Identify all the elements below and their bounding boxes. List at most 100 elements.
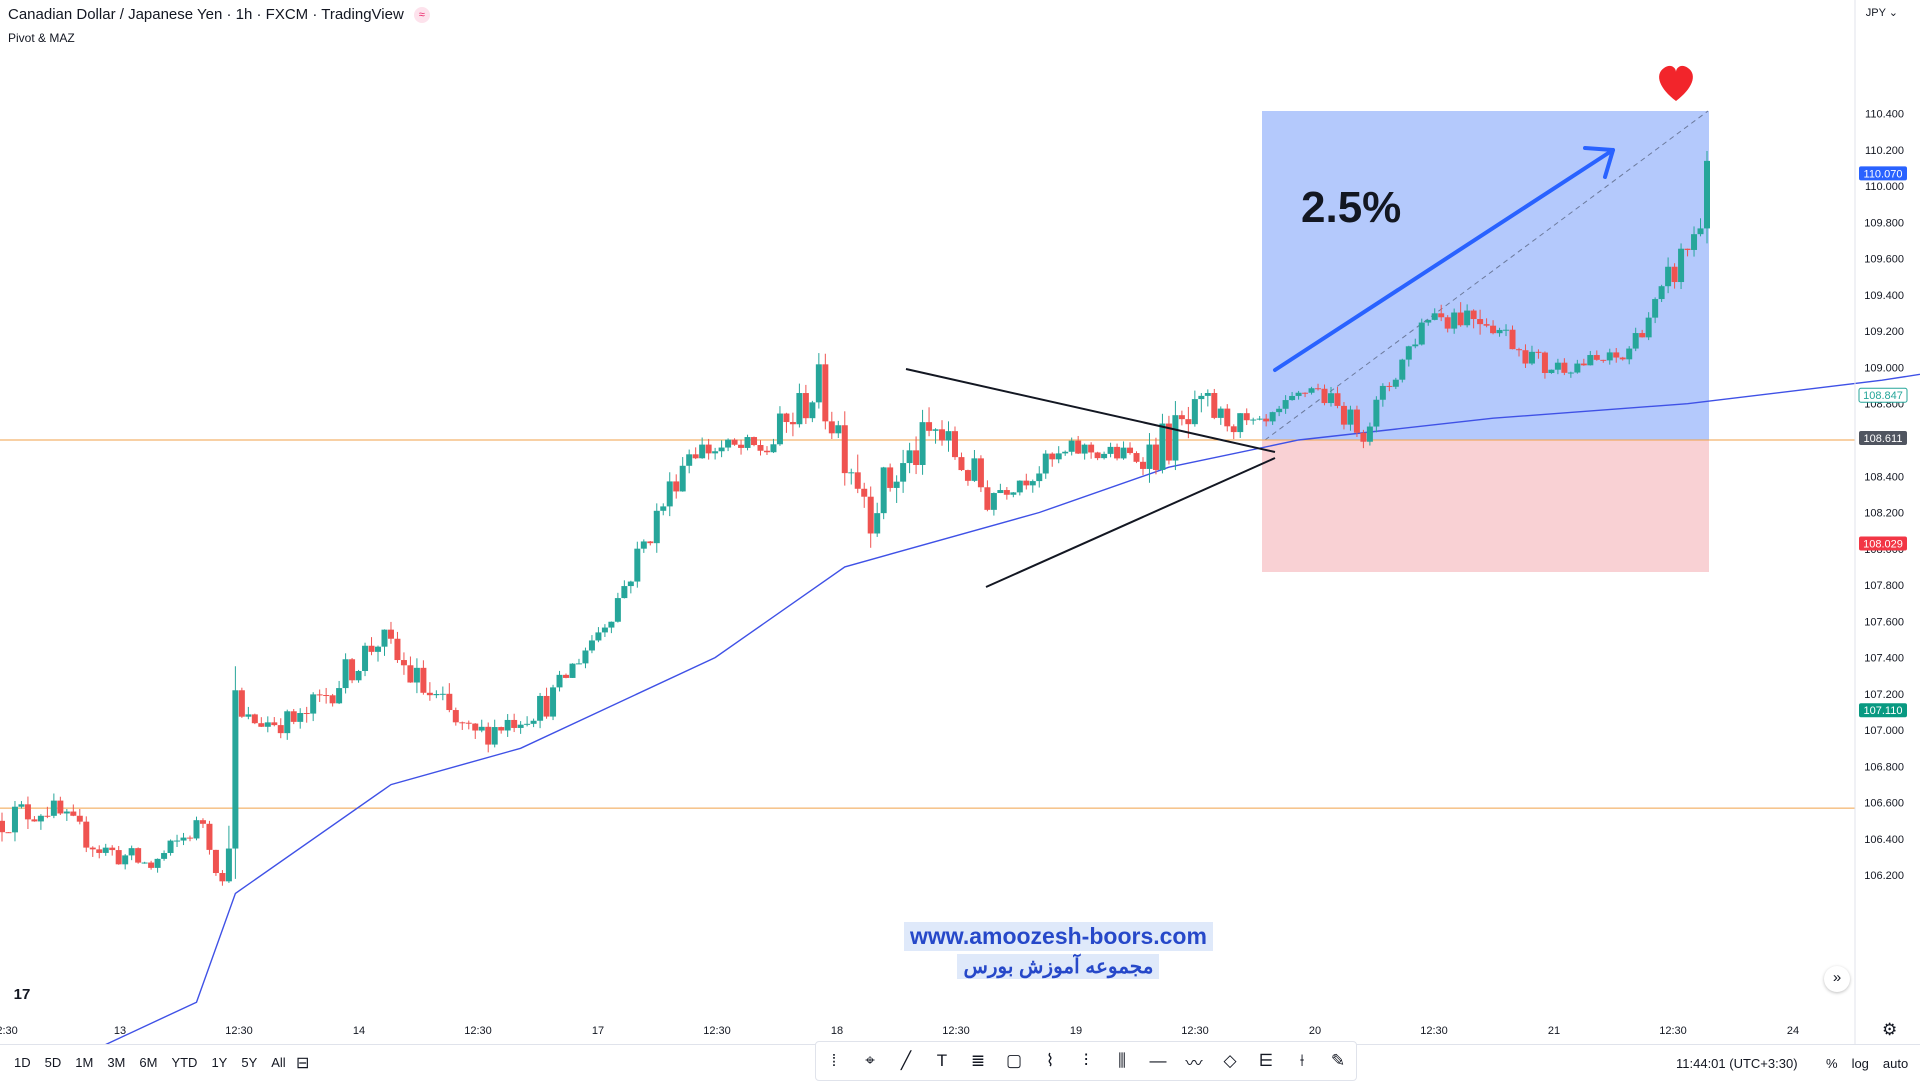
long-position-icon[interactable]: ⋿: [1258, 1051, 1274, 1070]
candle-down[interactable]: [647, 541, 654, 544]
candle-down[interactable]: [238, 690, 245, 717]
candle-down[interactable]: [44, 815, 51, 817]
candle-up[interactable]: [1697, 228, 1704, 235]
candle-down[interactable]: [1302, 392, 1309, 394]
pin-icon[interactable]: ⌖: [865, 1051, 875, 1070]
candle-down[interactable]: [692, 454, 699, 459]
candle-up[interactable]: [971, 458, 978, 481]
path-icon[interactable]: 〰: [1185, 1053, 1203, 1073]
candle-up[interactable]: [1373, 399, 1380, 427]
candle-down[interactable]: [89, 847, 96, 850]
candle-up[interactable]: [1399, 359, 1406, 380]
candle-up[interactable]: [1101, 453, 1108, 459]
candle-down[interactable]: [1522, 350, 1529, 364]
candle-up[interactable]: [524, 723, 531, 725]
candle-up[interactable]: [550, 687, 557, 717]
log-scale-button[interactable]: log: [1851, 1056, 1869, 1071]
candle-up[interactable]: [362, 645, 369, 672]
candle-down[interactable]: [446, 693, 453, 711]
candle-up[interactable]: [297, 712, 304, 722]
candle-up[interactable]: [893, 481, 900, 488]
candle-up[interactable]: [874, 513, 881, 534]
candle-up[interactable]: [491, 727, 498, 745]
candle-down[interactable]: [1114, 446, 1121, 459]
range-1y-button[interactable]: 1Y: [211, 1055, 228, 1070]
candle-down[interactable]: [1003, 490, 1010, 495]
candle-down[interactable]: [219, 873, 226, 882]
candle-up[interactable]: [1081, 444, 1088, 454]
text-icon[interactable]: T: [936, 1051, 948, 1070]
candle-down[interactable]: [887, 467, 894, 488]
candle-down[interactable]: [738, 444, 745, 448]
range-ytd-button[interactable]: YTD: [171, 1055, 198, 1070]
candle-down[interactable]: [498, 727, 505, 731]
candle-down[interactable]: [407, 665, 414, 683]
clock[interactable]: 11:44:01 (UTC+3:30): [1676, 1056, 1798, 1071]
candle-down[interactable]: [57, 800, 64, 814]
candle-down[interactable]: [511, 719, 518, 728]
candle-up[interactable]: [355, 671, 362, 681]
candle-down[interactable]: [277, 725, 284, 734]
candle-up[interactable]: [1198, 395, 1205, 400]
candle-up[interactable]: [718, 447, 725, 452]
vertical-line-icon[interactable]: ⟊: [1299, 1051, 1305, 1070]
candle-up[interactable]: [1652, 299, 1659, 318]
candle-up[interactable]: [11, 806, 18, 833]
candle-down[interactable]: [1334, 393, 1341, 406]
candle-down[interactable]: [1600, 359, 1607, 361]
trend-arrow[interactable]: [1273, 148, 1615, 372]
candle-up[interactable]: [588, 640, 595, 651]
candle-up[interactable]: [660, 506, 667, 511]
candle-down[interactable]: [867, 496, 874, 534]
candle-down[interactable]: [109, 847, 116, 851]
candle-up[interactable]: [595, 632, 602, 641]
candle-up[interactable]: [770, 444, 777, 453]
triangle-lower-line[interactable]: [985, 457, 1276, 588]
candle-down[interactable]: [24, 804, 31, 820]
candle-up[interactable]: [1503, 329, 1510, 331]
candle-down[interactable]: [964, 470, 971, 481]
candle-up[interactable]: [225, 848, 232, 882]
candle-up[interactable]: [666, 481, 673, 507]
pen-icon[interactable]: ✎: [1330, 1051, 1346, 1070]
candle-down[interactable]: [958, 457, 965, 471]
candle-down[interactable]: [1671, 266, 1678, 283]
candle-down[interactable]: [1444, 317, 1451, 329]
candle-down[interactable]: [1094, 452, 1101, 459]
candle-up[interactable]: [439, 693, 446, 695]
candle-up[interactable]: [1626, 348, 1633, 360]
candle-down[interactable]: [271, 722, 278, 726]
candle-up[interactable]: [653, 510, 660, 544]
candle-down[interactable]: [1353, 409, 1360, 433]
candle-down[interactable]: [70, 811, 77, 816]
candle-up[interactable]: [1554, 362, 1561, 370]
candle-up[interactable]: [375, 646, 382, 652]
candle-down[interactable]: [1613, 352, 1620, 358]
candle-down[interactable]: [951, 431, 958, 458]
candle-down[interactable]: [1535, 351, 1542, 353]
candle-up[interactable]: [1658, 286, 1665, 300]
candle-down[interactable]: [303, 712, 310, 714]
candle-down[interactable]: [1470, 310, 1477, 320]
candle-up[interactable]: [880, 467, 887, 514]
candle-down[interactable]: [452, 710, 459, 723]
candle-down[interactable]: [394, 638, 401, 661]
candle-down[interactable]: [485, 726, 492, 745]
candle-up[interactable]: [569, 663, 576, 678]
candle-up[interactable]: [556, 674, 563, 688]
candle-down[interactable]: [913, 450, 920, 465]
candle-down[interactable]: [861, 488, 868, 497]
candle-up[interactable]: [712, 451, 719, 454]
candle-up[interactable]: [433, 693, 440, 696]
range-5d-button[interactable]: 5D: [44, 1055, 62, 1070]
candle-down[interactable]: [1230, 426, 1237, 433]
candle-down[interactable]: [387, 629, 394, 639]
candle-down[interactable]: [135, 848, 142, 863]
candle-up[interactable]: [990, 493, 997, 510]
candle-down[interactable]: [1541, 352, 1548, 373]
candle-down[interactable]: [472, 723, 479, 731]
candle-down[interactable]: [1515, 349, 1522, 351]
candle-up[interactable]: [478, 726, 485, 731]
candle-up[interactable]: [1204, 392, 1211, 396]
candle-up[interactable]: [1055, 453, 1062, 460]
